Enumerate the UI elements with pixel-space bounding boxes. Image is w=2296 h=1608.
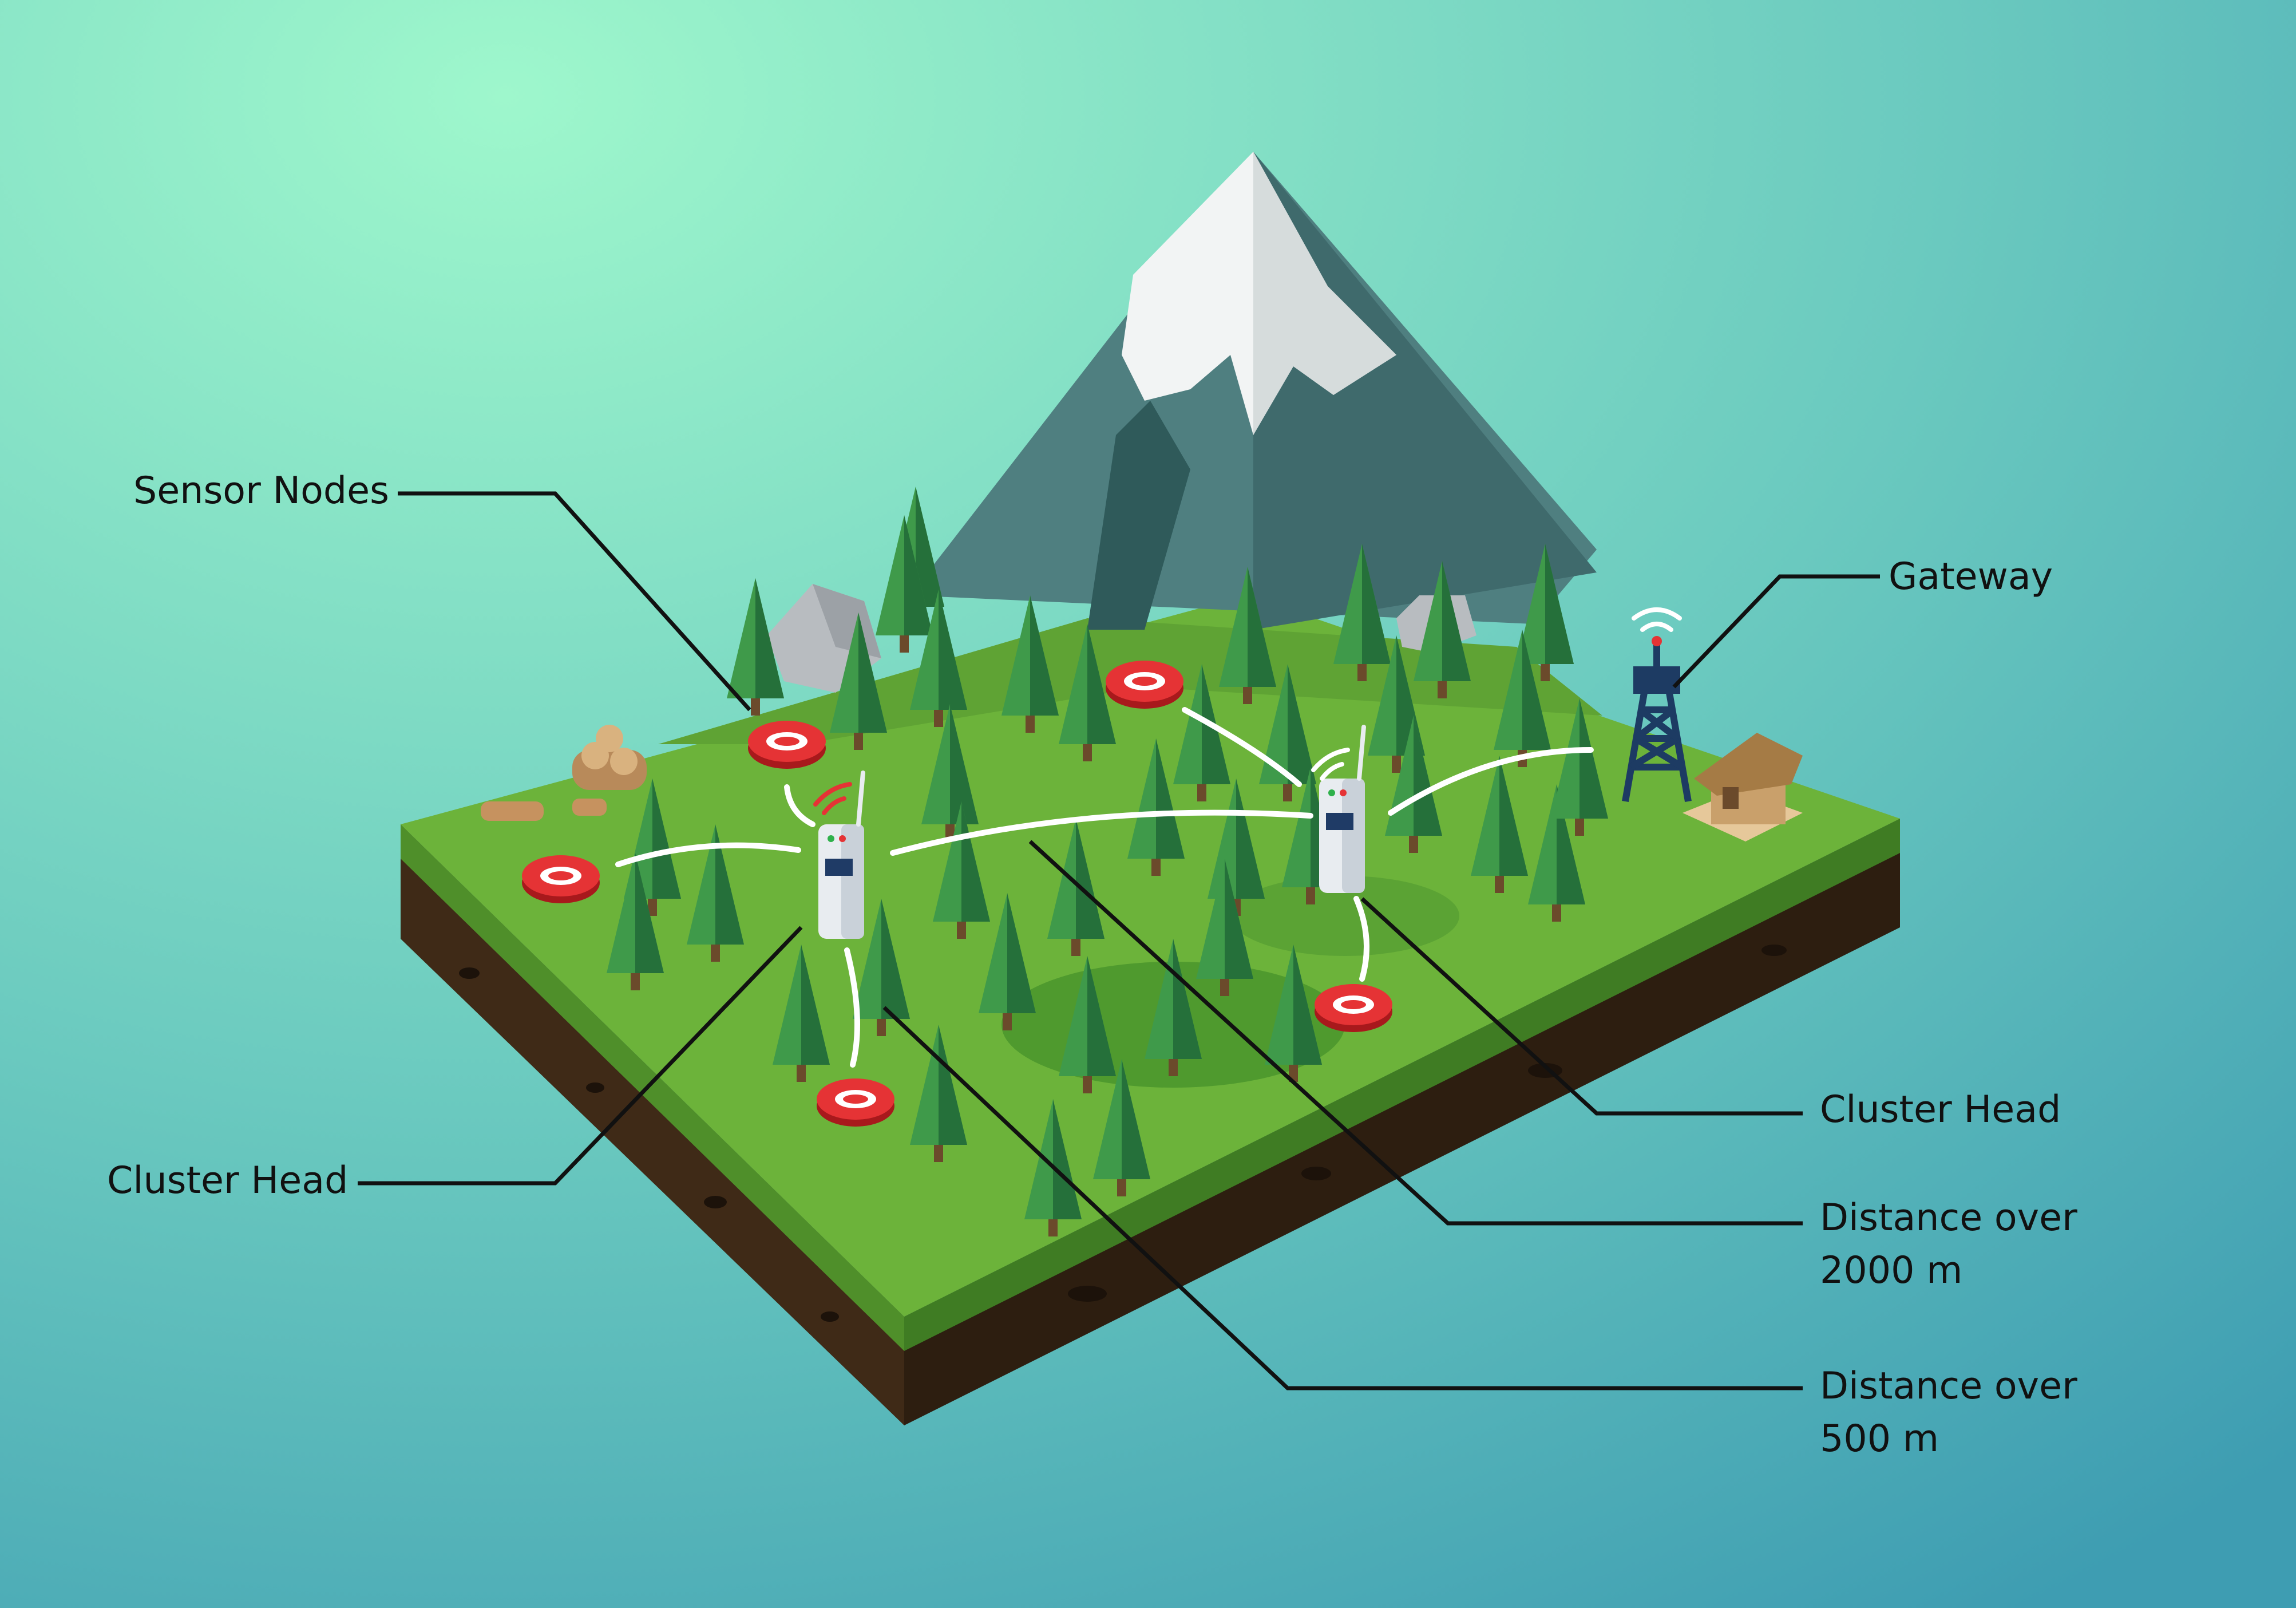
link-ch1-sensor-left <box>615 842 801 867</box>
soil-pebbles <box>459 945 1787 1322</box>
sensor-node-icon <box>1315 984 1392 1032</box>
sensor-node-icon <box>522 855 600 903</box>
label-sensor-nodes: Sensor Nodes <box>133 469 389 512</box>
leader-cluster-head-left <box>358 926 803 1186</box>
wifi-signal-icon <box>1311 607 1682 781</box>
link-ch1-ch2 <box>890 809 1313 856</box>
leader-lines <box>358 491 1880 1390</box>
link-ch2-gateway <box>1388 747 1594 816</box>
leader-distance-2000 <box>1028 840 1803 1226</box>
wireless-links <box>615 707 1594 1068</box>
grass-edge-right <box>904 819 1900 1351</box>
label-distance-500: Distance over 500 m <box>1820 1365 2077 1460</box>
wifi-signal-icon <box>813 782 852 815</box>
grass-edge-left <box>401 824 904 1351</box>
mountain-icon <box>910 152 1597 630</box>
sensor-node-icon <box>817 1078 894 1127</box>
gateway-beacon <box>1652 636 1662 646</box>
label-distance-2000: Distance over 2000 m <box>1820 1196 2077 1292</box>
sensor-node-icon <box>1106 661 1183 709</box>
gateway-tower-icon <box>1622 641 1692 803</box>
link-ch1-sensor-bottom <box>844 947 860 1068</box>
leader-cluster-head-right <box>1360 897 1803 1116</box>
leader-distance-500 <box>882 1006 1803 1390</box>
link-ch1-sensor-top <box>784 784 816 827</box>
label-gateway: Gateway <box>1889 555 2053 598</box>
label-cluster-head-right: Cluster Head <box>1820 1088 2061 1131</box>
grass-top <box>401 595 1900 1317</box>
link-ch2-sensor-bottom <box>1353 896 1369 982</box>
link-ch2-sensor-top <box>1182 707 1302 787</box>
hut-icon <box>1683 733 1803 841</box>
sensor-node-icon <box>748 721 826 769</box>
leader-sensor-nodes <box>398 491 751 712</box>
leader-gateway <box>1672 574 1880 689</box>
label-cluster-head-left: Cluster Head <box>107 1159 349 1202</box>
log-pile-icon <box>481 725 647 821</box>
